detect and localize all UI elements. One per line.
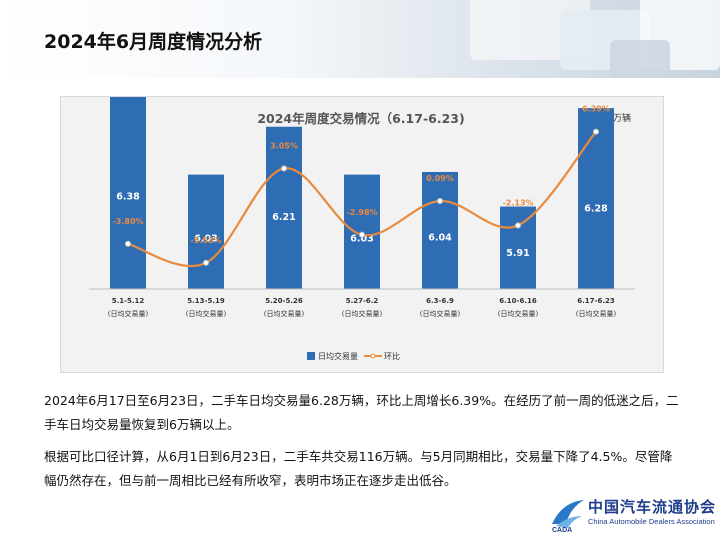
mom-value-label: 0.09% xyxy=(426,174,454,183)
bar-value-label: 5.91 xyxy=(506,248,529,259)
logo-name-cn: 中国汽车流通协会 xyxy=(588,498,717,516)
bar xyxy=(422,171,458,289)
x-tick-label: 6.17-6.23 xyxy=(577,297,615,305)
x-tick-label: 5.13-5.19 xyxy=(187,297,225,305)
bar xyxy=(266,126,302,290)
x-tick-label: 5.1-5.12 xyxy=(112,297,145,305)
x-tick-label: 5.20-5.26 xyxy=(265,297,303,305)
analysis-paragraph-1: 2024年6月17日至6月23日，二手车日均交易量6.28万辆，环比上周增长6.… xyxy=(44,393,679,432)
x-tick-sublabel: (日均交易量) xyxy=(108,309,149,318)
bar-value-label: 6.03 xyxy=(194,234,217,245)
legend-line-marker xyxy=(370,353,376,359)
x-tick-sublabel: (日均交易量) xyxy=(420,309,461,318)
x-tick-sublabel: (日均交易量) xyxy=(576,309,617,318)
bar xyxy=(188,174,224,289)
mom-point xyxy=(358,231,366,238)
bar xyxy=(500,206,536,289)
mom-point xyxy=(436,197,444,205)
bar xyxy=(578,108,614,290)
legend-bar-swatch xyxy=(307,352,315,360)
x-tick-label: 6.10-6.16 xyxy=(499,297,537,305)
cada-logo-icon: CADA xyxy=(552,500,584,534)
x-tick-label: 6.3-6.9 xyxy=(426,297,454,305)
bar-value-label: 6.28 xyxy=(584,204,608,215)
association-logo: CADA 中国汽车流通协会 China Automobile Dealers A… xyxy=(548,494,718,534)
bar-value-label: 6.21 xyxy=(272,212,295,223)
mom-value-label: -5.53% xyxy=(190,236,221,245)
x-tick-sublabel: (日均交易量) xyxy=(342,309,383,318)
mom-value-label: -2.13% xyxy=(502,198,533,207)
mom-point xyxy=(592,128,600,135)
logo-mark-text: CADA xyxy=(552,527,572,534)
legend-bar-label: 日均交易量 xyxy=(318,351,358,361)
bar xyxy=(110,97,146,289)
mom-point xyxy=(202,259,210,266)
header-decoration xyxy=(610,40,670,78)
legend-line-label: 环比 xyxy=(384,351,400,361)
logo-name-en: China Automobile Dealers Association xyxy=(588,517,715,526)
x-tick-sublabel: (日均交易量) xyxy=(186,309,227,318)
page-title: 2024年6月周度情况分析 xyxy=(44,31,263,53)
mom-value-label: -2.98% xyxy=(346,208,377,217)
weekly-transaction-chart: 2024年周度交易情况（6.17-6.23)单位：万辆6.386.036.216… xyxy=(89,97,635,361)
chart-panel: 2024年周度交易情况（6.17-6.23)单位：万辆6.386.036.216… xyxy=(60,96,664,373)
bar-value-label: 6.04 xyxy=(428,232,452,243)
bar-value-label: 6.38 xyxy=(116,192,140,203)
mom-value-label: 6.39% xyxy=(582,105,610,114)
bar-value-label: 6.03 xyxy=(350,234,373,245)
mom-point xyxy=(124,240,132,247)
mom-point xyxy=(280,165,288,172)
x-tick-label: 5.27-6.2 xyxy=(346,297,379,305)
x-tick-sublabel: (日均交易量) xyxy=(498,309,539,318)
header-banner: 2024年6月周度情况分析 xyxy=(0,0,720,78)
analysis-paragraph-2: 根据可比口径计算，从6月1日到6月23日，二手车共交易116万辆。与5月同期相比… xyxy=(44,449,673,488)
mom-value-label: 3.05% xyxy=(270,141,298,150)
mom-value-label: -3.80% xyxy=(112,217,143,226)
x-tick-sublabel: (日均交易量) xyxy=(264,309,305,318)
mom-point xyxy=(514,222,522,229)
chart-title: 2024年周度交易情况（6.17-6.23) xyxy=(257,111,464,126)
